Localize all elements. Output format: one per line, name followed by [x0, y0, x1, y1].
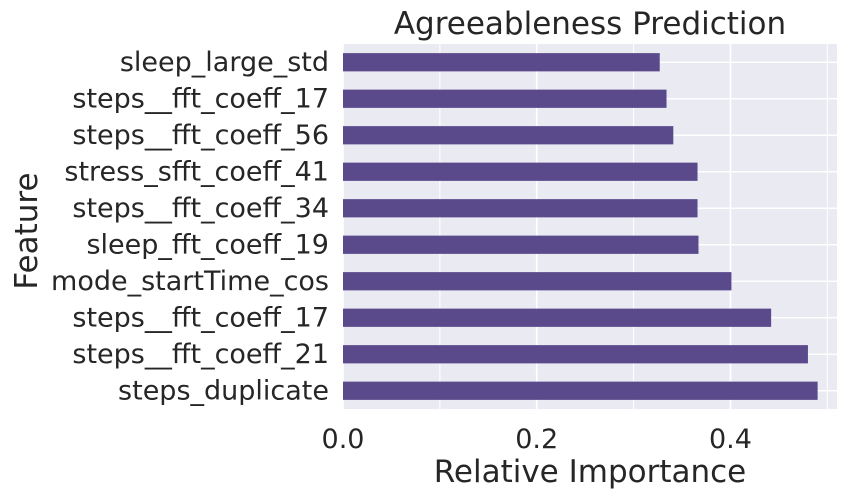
bar-6	[343, 272, 732, 291]
y-tick-label-8: steps__fft_coeff_21	[72, 339, 329, 370]
y-tick-label-3: stress_sfft_coeff_41	[64, 156, 329, 187]
bar-4	[343, 199, 698, 218]
bar-9	[343, 381, 818, 400]
x-axis-label: Relative Importance	[434, 454, 747, 490]
y-tick-label-4: steps__fft_coeff_34	[72, 193, 329, 224]
y-tick-label-1: steps__fft_coeff_17	[72, 83, 329, 114]
y-tick-label-5: sleep_fft_coeff_19	[86, 229, 329, 260]
x-tick-label-2: 0.4	[709, 424, 752, 455]
y-tick-labels: steps_duplicate steps__fft_coeff_21 steps_…	[51, 47, 329, 407]
bar-0	[343, 53, 660, 72]
y-tick-label-9: steps_duplicate	[118, 375, 329, 406]
bar-1	[343, 89, 667, 108]
bar-2	[343, 126, 674, 145]
bar-5	[343, 235, 699, 254]
x-tick-label-1: 0.2	[515, 424, 558, 455]
chart-title: Agreeableness Prediction	[394, 6, 786, 42]
y-tick-label-0: sleep_large_std	[120, 47, 329, 78]
y-axis-label: Feature	[9, 172, 45, 289]
x-tick-label-0: 0.0	[322, 424, 365, 455]
x-tick-labels: 0.0 0.2 0.4	[322, 424, 752, 455]
bar-3	[343, 162, 698, 181]
bar-7	[343, 308, 772, 327]
y-tick-label-7: steps__fft_coeff_17	[72, 302, 329, 333]
bars	[343, 53, 818, 400]
y-tick-label-2: steps__fft_coeff_56	[72, 120, 329, 151]
bar-8	[343, 345, 808, 364]
y-tick-label-6: mode_startTime_cos	[51, 266, 329, 297]
